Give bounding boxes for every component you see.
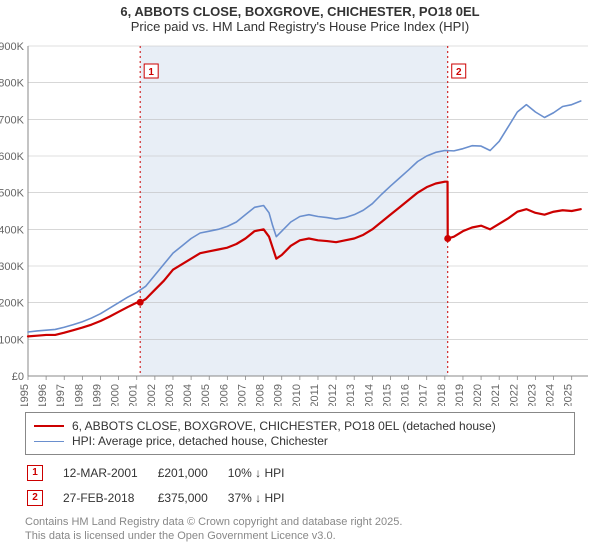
y-tick-label: £800K bbox=[0, 78, 25, 90]
legend-swatch bbox=[34, 425, 64, 427]
x-tick-label: 2001 bbox=[128, 384, 140, 406]
marker-note: 37% ↓ HPI bbox=[228, 486, 303, 509]
footer-line-2: This data is licensed under the Open Gov… bbox=[25, 529, 600, 543]
legend-label: HPI: Average price, detached house, Chic… bbox=[72, 434, 328, 448]
x-tick-label: 2012 bbox=[327, 384, 339, 406]
x-tick-label: 2018 bbox=[436, 384, 448, 406]
title-line-1: 6, ABBOTS CLOSE, BOXGROVE, CHICHESTER, P… bbox=[0, 4, 600, 19]
legend-row: HPI: Average price, detached house, Chic… bbox=[34, 434, 566, 448]
legend: 6, ABBOTS CLOSE, BOXGROVE, CHICHESTER, P… bbox=[25, 412, 575, 455]
marker-price: £375,000 bbox=[158, 486, 226, 509]
y-tick-label: £200K bbox=[0, 298, 25, 310]
marker-row: 2 27-FEB-2018£375,00037% ↓ HPI bbox=[27, 486, 302, 509]
x-tick-label: 2003 bbox=[164, 384, 176, 406]
x-tick-label: 2007 bbox=[236, 384, 248, 406]
x-tick-label: 2024 bbox=[545, 384, 557, 406]
y-tick-label: £500K bbox=[0, 188, 25, 200]
marker-date: 27-FEB-2018 bbox=[63, 486, 156, 509]
sale-point bbox=[137, 299, 144, 306]
x-tick-label: 1997 bbox=[55, 384, 67, 406]
x-tick-label: 2000 bbox=[110, 384, 122, 406]
y-tick-label: £900K bbox=[0, 41, 25, 53]
x-tick-label: 2005 bbox=[200, 384, 212, 406]
x-tick-label: 2023 bbox=[526, 384, 538, 406]
marker-row: 1 12-MAR-2001£201,00010% ↓ HPI bbox=[27, 461, 302, 484]
chart-titles: 6, ABBOTS CLOSE, BOXGROVE, CHICHESTER, P… bbox=[0, 0, 600, 36]
x-tick-label: 2008 bbox=[255, 384, 267, 406]
x-tick-label: 2019 bbox=[454, 384, 466, 406]
marker-date: 12-MAR-2001 bbox=[63, 461, 156, 484]
x-tick-label: 2015 bbox=[381, 384, 393, 406]
chart-svg: £0 £100K £200K £300K £400K £500K £600K £700K £80… bbox=[0, 36, 600, 406]
title-line-2: Price paid vs. HM Land Registry's House … bbox=[0, 19, 600, 34]
x-tick-label: 2021 bbox=[490, 384, 502, 406]
x-tick-label: 2006 bbox=[218, 384, 230, 406]
y-tick-label: £100K bbox=[0, 334, 25, 346]
x-tick-label: 2009 bbox=[273, 384, 285, 406]
legend-label: 6, ABBOTS CLOSE, BOXGROVE, CHICHESTER, P… bbox=[72, 419, 496, 433]
y-tick-label: £700K bbox=[0, 114, 25, 126]
sale-markers-table: 1 12-MAR-2001£201,00010% ↓ HPI 2 27-FEB-201… bbox=[25, 459, 304, 511]
marker-number: 2 bbox=[456, 67, 462, 78]
y-tick-label: £0 bbox=[12, 371, 24, 383]
x-tick-label: 2025 bbox=[563, 384, 575, 406]
x-tick-label: 2013 bbox=[345, 384, 357, 406]
x-tick-label: 2010 bbox=[291, 384, 303, 406]
x-tick-label: 2017 bbox=[418, 384, 430, 406]
price-chart: £0 £100K £200K £300K £400K £500K £600K £700K £80… bbox=[0, 36, 600, 406]
marker-price: £201,000 bbox=[158, 461, 226, 484]
sale-point bbox=[444, 235, 451, 242]
footer-line-1: Contains HM Land Registry data © Crown c… bbox=[25, 515, 600, 529]
x-tick-label: 1998 bbox=[73, 384, 85, 406]
x-tick-label: 2004 bbox=[182, 384, 194, 406]
x-tick-label: 2020 bbox=[472, 384, 484, 406]
y-tick-label: £300K bbox=[0, 261, 25, 273]
x-tick-label: 1995 bbox=[19, 384, 31, 406]
x-tick-label: 1996 bbox=[37, 384, 49, 406]
marker-note: 10% ↓ HPI bbox=[228, 461, 303, 484]
marker-number-box: 2 bbox=[27, 490, 43, 506]
marker-number: 1 bbox=[148, 67, 154, 78]
legend-row: 6, ABBOTS CLOSE, BOXGROVE, CHICHESTER, P… bbox=[34, 419, 566, 433]
x-tick-label: 1999 bbox=[91, 384, 103, 406]
x-tick-label: 2014 bbox=[363, 384, 375, 406]
x-tick-label: 2016 bbox=[400, 384, 412, 406]
x-tick-label: 2022 bbox=[508, 384, 520, 406]
footer-attribution: Contains HM Land Registry data © Crown c… bbox=[25, 515, 600, 544]
y-tick-label: £600K bbox=[0, 151, 25, 163]
x-tick-label: 2002 bbox=[146, 384, 158, 406]
marker-number-box: 1 bbox=[27, 465, 43, 481]
y-tick-label: £400K bbox=[0, 224, 25, 236]
x-tick-label: 2011 bbox=[309, 384, 321, 406]
legend-swatch bbox=[34, 441, 64, 442]
